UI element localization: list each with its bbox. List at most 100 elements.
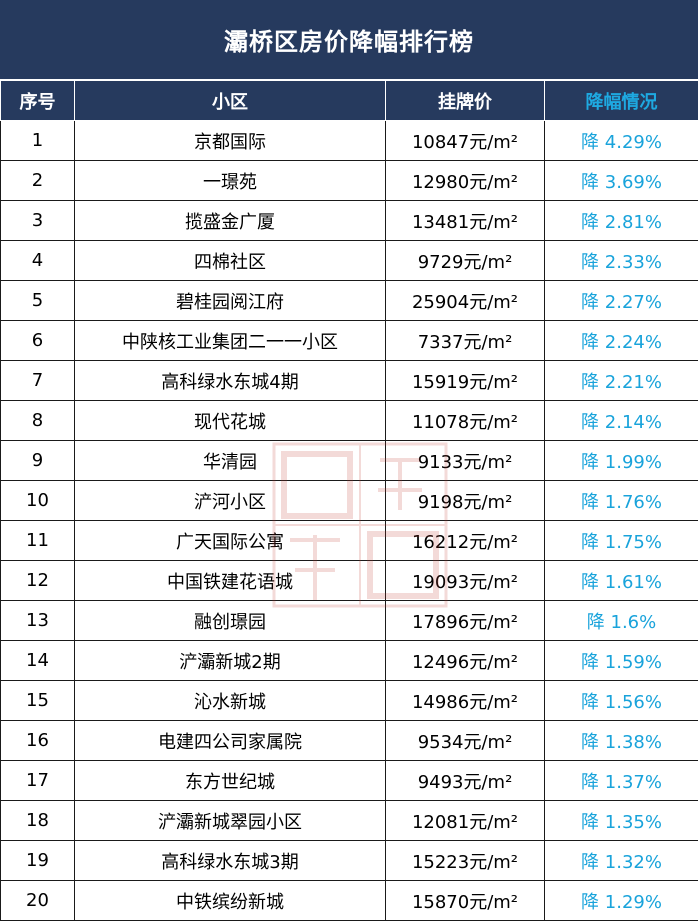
table-row: 17 东方世纪城 9493元/m² 降 1.37% [0,760,698,801]
cell-drop: 降 1.61% [544,560,698,601]
cell-rank: 15 [0,680,75,721]
header-rank: 序号 [0,80,75,121]
cell-community: 中国铁建花语城 [74,560,386,601]
cell-rank: 9 [0,440,75,481]
cell-price: 11078元/m² [385,400,545,441]
header-community: 小区 [74,80,386,121]
cell-rank: 10 [0,480,75,521]
cell-price: 9133元/m² [385,440,545,481]
cell-drop: 降 4.29% [544,120,698,161]
cell-price: 15870元/m² [385,880,545,921]
cell-rank: 8 [0,400,75,441]
cell-drop: 降 2.33% [544,240,698,281]
cell-rank: 5 [0,280,75,321]
table-row: 10 浐河小区 9198元/m² 降 1.76% [0,480,698,521]
page-title: 灞桥区房价降幅排行榜 [0,0,698,80]
cell-price: 19093元/m² [385,560,545,601]
cell-drop: 降 2.14% [544,400,698,441]
table-row: 13 融创璟园 17896元/m² 降 1.6% [0,600,698,641]
cell-drop: 降 3.69% [544,160,698,201]
cell-price: 12980元/m² [385,160,545,201]
table-row: 19 高科绿水东城3期 15223元/m² 降 1.32% [0,840,698,881]
cell-price: 10847元/m² [385,120,545,161]
cell-community: 现代花城 [74,400,386,441]
table-row: 9 华清园 9133元/m² 降 1.99% [0,440,698,481]
table-row: 6 中陕核工业集团二一一小区 7337元/m² 降 2.24% [0,320,698,361]
cell-rank: 12 [0,560,75,601]
cell-community: 中陕核工业集团二一一小区 [74,320,386,361]
table-row: 4 四棉社区 9729元/m² 降 2.33% [0,240,698,281]
cell-price: 9729元/m² [385,240,545,281]
cell-community: 华清园 [74,440,386,481]
cell-drop: 降 2.81% [544,200,698,241]
cell-community: 四棉社区 [74,240,386,281]
cell-drop: 降 1.35% [544,800,698,841]
cell-rank: 3 [0,200,75,241]
cell-price: 12496元/m² [385,640,545,681]
header-price: 挂牌价 [385,80,545,121]
cell-rank: 11 [0,520,75,561]
cell-rank: 2 [0,160,75,201]
cell-community: 碧桂园阅江府 [74,280,386,321]
table-row: 7 高科绿水东城4期 15919元/m² 降 2.21% [0,360,698,401]
cell-rank: 14 [0,640,75,681]
table-row: 20 中铁缤纷新城 15870元/m² 降 1.29% [0,880,698,921]
cell-community: 融创璟园 [74,600,386,641]
cell-drop: 降 1.6% [544,600,698,641]
table-row: 11 广天国际公寓 16212元/m² 降 1.75% [0,520,698,561]
table-row: 3 揽盛金广厦 13481元/m² 降 2.81% [0,200,698,241]
cell-community: 揽盛金广厦 [74,200,386,241]
table-body: 1 京都国际 10847元/m² 降 4.29% 2 一璟苑 12980元/m² 降 3.69… [0,120,698,921]
cell-community: 东方世纪城 [74,760,386,801]
cell-drop: 降 2.21% [544,360,698,401]
cell-community: 京都国际 [74,120,386,161]
cell-price: 12081元/m² [385,800,545,841]
cell-rank: 6 [0,320,75,361]
cell-community: 浐河小区 [74,480,386,521]
cell-community: 高科绿水东城3期 [74,840,386,881]
cell-community: 浐灞新城翠园小区 [74,800,386,841]
cell-drop: 降 1.99% [544,440,698,481]
cell-rank: 1 [0,120,75,161]
cell-community: 电建四公司家属院 [74,720,386,761]
table-row: 8 现代花城 11078元/m² 降 2.14% [0,400,698,441]
cell-drop: 降 1.38% [544,720,698,761]
table-header-row: 序号 小区 挂牌价 降幅情况 [0,80,698,121]
table-row: 12 中国铁建花语城 19093元/m² 降 1.61% [0,560,698,601]
table-row: 5 碧桂园阅江府 25904元/m² 降 2.27% [0,280,698,321]
cell-community: 一璟苑 [74,160,386,201]
cell-rank: 19 [0,840,75,881]
table-row: 18 浐灞新城翠园小区 12081元/m² 降 1.35% [0,800,698,841]
cell-rank: 13 [0,600,75,641]
cell-price: 15919元/m² [385,360,545,401]
cell-drop: 降 2.24% [544,320,698,361]
cell-community: 高科绿水东城4期 [74,360,386,401]
cell-drop: 降 1.32% [544,840,698,881]
cell-rank: 18 [0,800,75,841]
cell-rank: 4 [0,240,75,281]
cell-drop: 降 1.76% [544,480,698,521]
cell-price: 13481元/m² [385,200,545,241]
table-row: 1 京都国际 10847元/m² 降 4.29% [0,120,698,161]
cell-price: 17896元/m² [385,600,545,641]
ranking-table: 序号 小区 挂牌价 降幅情况 1 京都国际 10847元/m² 降 4.29% 2 一璟苑… [0,80,698,921]
cell-rank: 7 [0,360,75,401]
cell-price: 9534元/m² [385,720,545,761]
cell-community: 浐灞新城2期 [74,640,386,681]
cell-price: 25904元/m² [385,280,545,321]
header-drop: 降幅情况 [544,80,698,121]
table-row: 16 电建四公司家属院 9534元/m² 降 1.38% [0,720,698,761]
cell-community: 广天国际公寓 [74,520,386,561]
cell-price: 16212元/m² [385,520,545,561]
cell-price: 9493元/m² [385,760,545,801]
cell-drop: 降 1.75% [544,520,698,561]
cell-drop: 降 2.27% [544,280,698,321]
cell-drop: 降 1.29% [544,880,698,921]
cell-price: 7337元/m² [385,320,545,361]
cell-rank: 20 [0,880,75,921]
cell-drop: 降 1.56% [544,680,698,721]
cell-rank: 16 [0,720,75,761]
table-row: 14 浐灞新城2期 12496元/m² 降 1.59% [0,640,698,681]
cell-community: 中铁缤纷新城 [74,880,386,921]
